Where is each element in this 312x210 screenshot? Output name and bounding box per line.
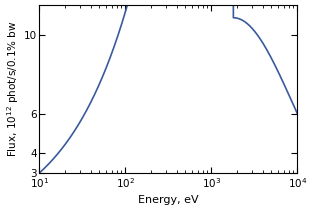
Y-axis label: Flux, $10^{12}$ phot/s/0.1% bw: Flux, $10^{12}$ phot/s/0.1% bw	[5, 21, 21, 157]
X-axis label: Energy, eV: Energy, eV	[138, 195, 199, 205]
